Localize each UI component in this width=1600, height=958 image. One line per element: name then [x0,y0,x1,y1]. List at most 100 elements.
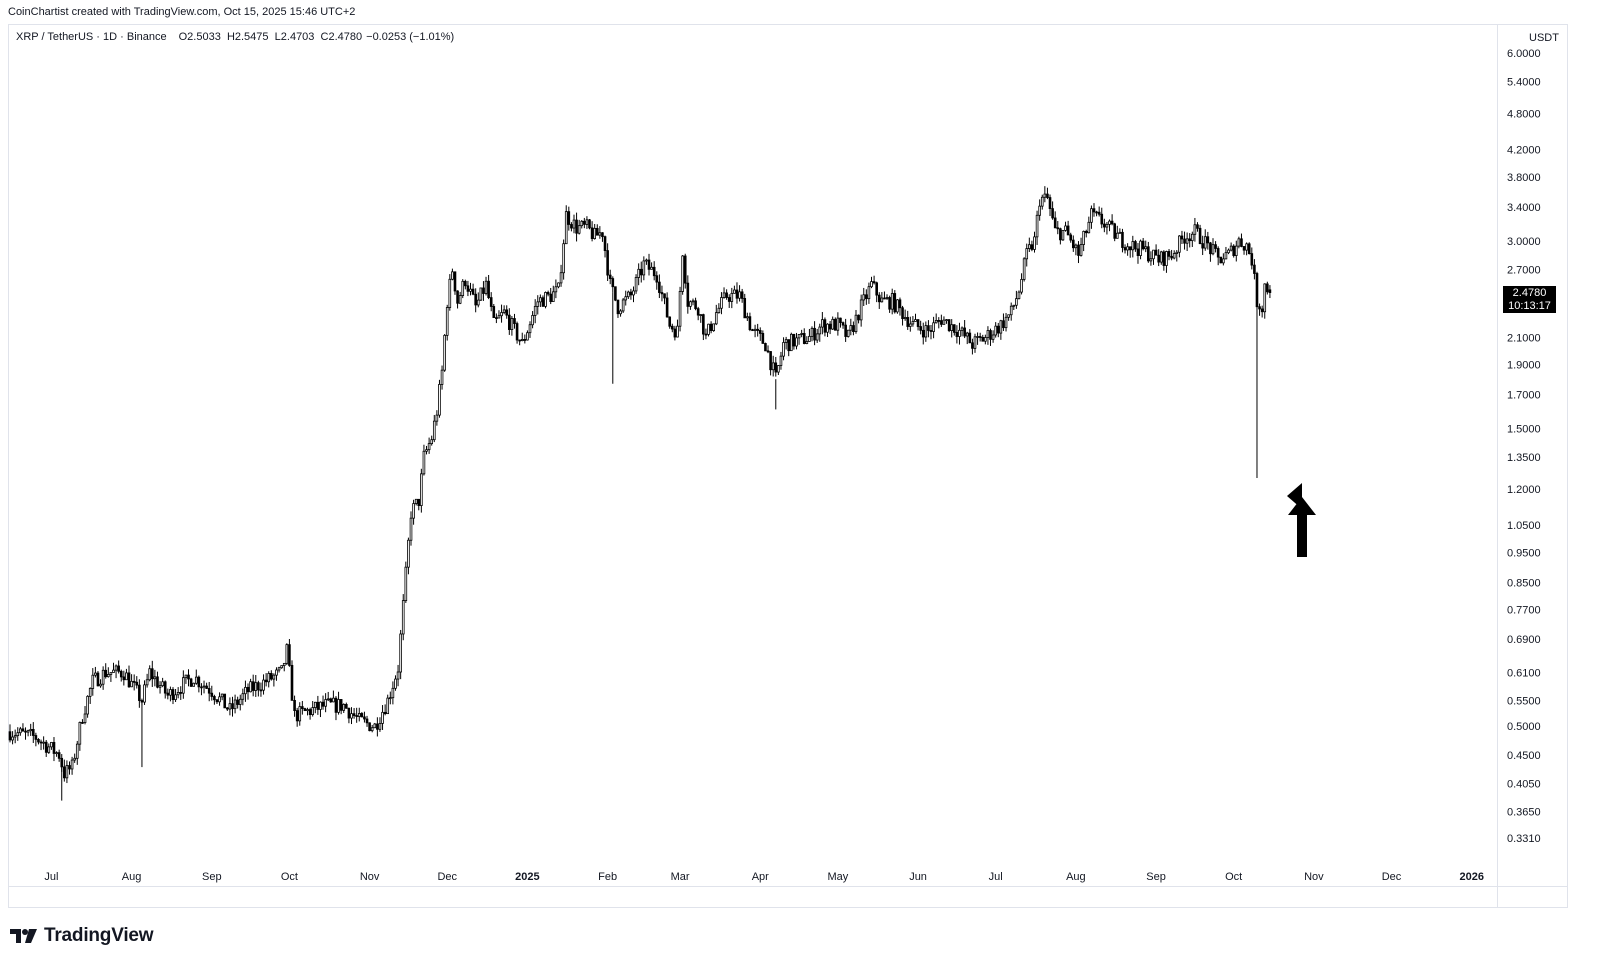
candle [978,332,982,342]
candle [1268,285,1272,299]
candle [1159,250,1163,265]
candle [1136,243,1140,264]
candle [132,674,136,691]
y-tick-label: 6.0000 [1507,48,1541,60]
candle [541,295,545,307]
candle [1022,257,1026,282]
candle [135,676,139,689]
candle [104,663,108,679]
candle [73,753,76,763]
candle [13,729,17,744]
candle [984,334,987,345]
candle [482,281,485,301]
candle [774,356,778,377]
candle [1165,250,1168,273]
candle [130,674,133,688]
candle [973,333,977,353]
candle [645,258,648,265]
candle [670,323,674,333]
price-axis-unit[interactable]: USDT [1529,32,1559,44]
candle [502,305,506,315]
y-tick-label: 3.0000 [1507,236,1541,248]
candle [1123,244,1127,254]
legend-high: H2.5475 [226,31,269,43]
candle [70,756,74,775]
x-tick-label: Nov [360,871,380,883]
time-axis[interactable]: Jul Aug Sep Oct Nov Dec 2025 Feb Mar Apr May Jun Jul… [44,871,1484,883]
candle [461,279,465,299]
candle [365,715,369,727]
candle [1266,281,1269,295]
candle [117,660,120,674]
candle [370,724,374,733]
candle [888,295,891,313]
candle [342,703,346,713]
candle [1232,244,1236,258]
candle [166,688,170,700]
candle [841,321,845,329]
candle [1097,206,1101,217]
tradingview-logo-icon [10,929,37,943]
candle [1113,222,1117,242]
candle [712,323,715,332]
y-tick-label: 5.4000 [1507,77,1541,89]
candle [880,292,884,303]
candle [570,222,573,232]
price-candles [8,186,1272,784]
candle [109,672,113,682]
candle [601,232,604,242]
candle [438,379,441,418]
candle [746,312,749,321]
candle [282,662,286,672]
candle [288,639,291,667]
candle [862,287,866,307]
candle [787,339,791,357]
candle [1131,235,1135,258]
candle [1092,203,1096,217]
legend-close: C2.4780 [320,31,363,43]
candle [611,276,615,293]
candle [420,468,423,513]
candle [189,677,193,688]
y-tick-label: 0.8500 [1507,577,1541,589]
candle [290,660,294,701]
candle [1162,250,1166,271]
legend-symbol[interactable]: XRP / TetherUS · 1D · Binance [16,31,167,43]
candle [890,288,894,315]
candle [24,727,27,740]
y-tick-label: 1.3500 [1507,452,1541,464]
candle [337,691,340,715]
candle [422,444,426,476]
x-tick-label: Jul [989,871,1003,883]
candle [1229,242,1233,252]
candle [709,321,713,334]
candle [813,321,816,346]
candle [1121,228,1124,253]
candle [1043,186,1047,203]
candle [831,316,835,330]
candle [960,326,964,337]
candle [1227,248,1230,255]
candle [818,323,822,342]
candle [857,314,860,324]
candle [21,723,25,732]
candle [826,323,829,338]
candle [952,324,956,336]
candle [200,683,203,696]
candle [339,699,343,715]
candle [559,264,563,287]
candle [585,216,589,229]
candle [295,707,299,727]
candle [663,293,666,305]
candle [844,318,847,342]
candle [1030,240,1034,252]
candle [37,738,40,745]
candle [280,665,283,669]
price-axis[interactable]: 6.0000 5.4000 4.8000 4.2000 3.8000 3.4000 3.00… [1507,48,1541,845]
tradingview-logo[interactable]: TradingView [10,925,154,947]
candle [616,299,620,318]
candle [590,221,594,242]
candle [464,279,467,290]
candle [877,292,881,309]
